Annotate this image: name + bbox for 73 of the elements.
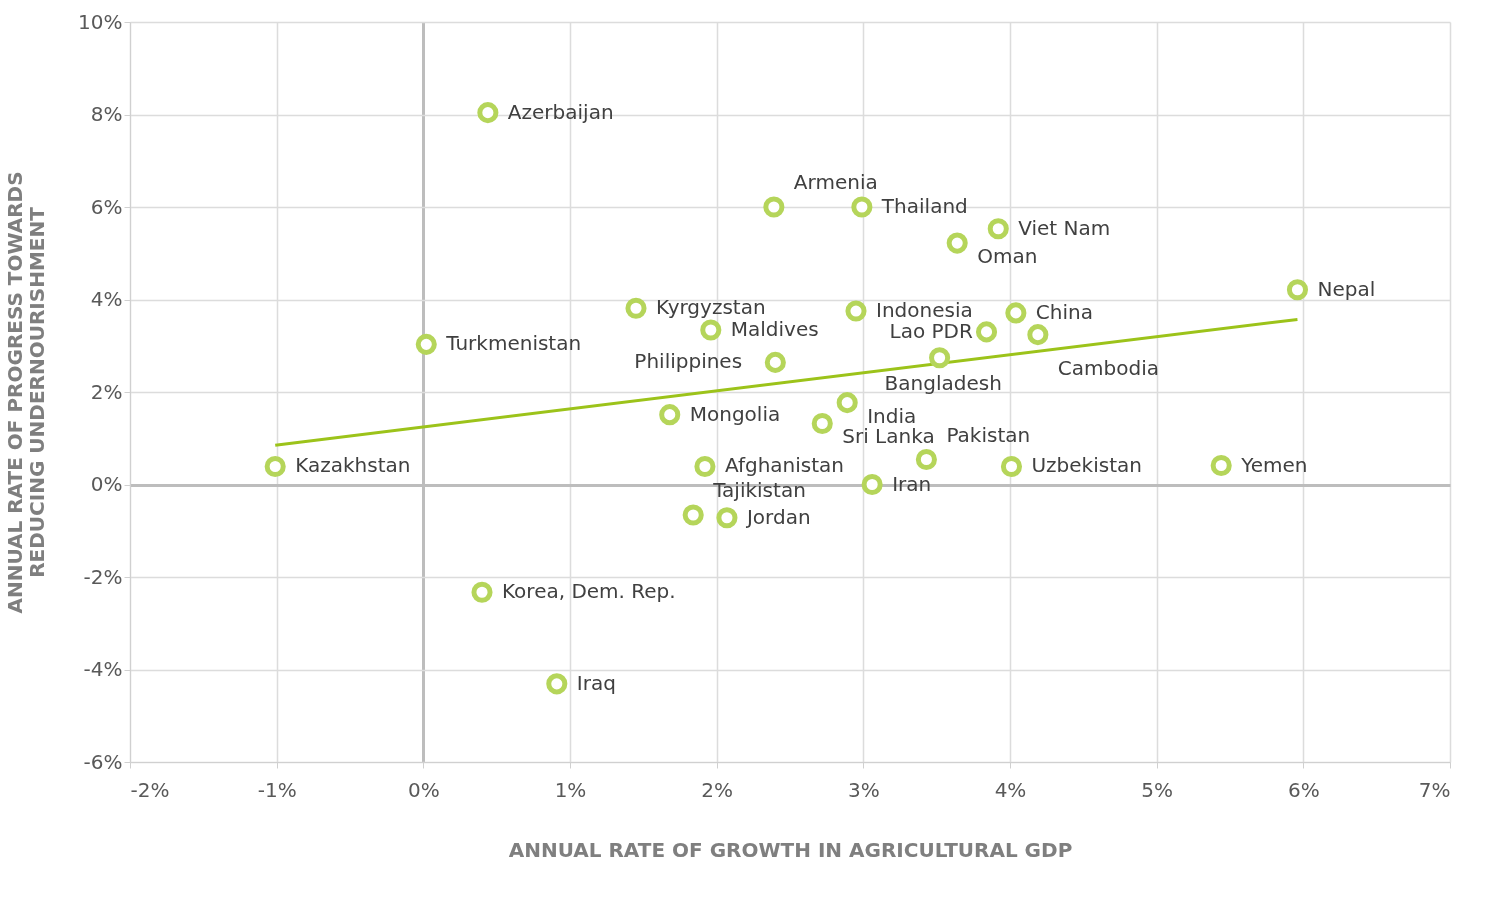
point: [987, 218, 1009, 240]
annotation: Maldives: [730, 317, 819, 342]
annotation: Kyrgyzstan: [656, 295, 766, 320]
annotation: Kazakhstan: [295, 453, 411, 478]
y-axis-title: ANNUAL RATE OF PROGRESS TOWARDS REDUCING UNDERNOURISHMENT: [3, 171, 50, 614]
y-tick-label: 10%: [78, 9, 123, 34]
x-tick-label: -2%: [130, 777, 170, 802]
point: [946, 232, 968, 254]
annotation: Korea, Dem. Rep.: [502, 579, 676, 604]
y-tick-label: -6%: [83, 749, 123, 774]
point: [763, 196, 785, 218]
point: [811, 412, 833, 434]
x-tick-label: 5%: [1141, 777, 1174, 802]
annotation: Tajikistan: [712, 478, 806, 503]
x-tick-label: -1%: [257, 777, 297, 802]
annotation: Turkmenistan: [445, 331, 582, 356]
point: [471, 581, 493, 603]
point: [1210, 454, 1232, 477]
point: [716, 507, 738, 529]
point: [845, 300, 867, 322]
annotation: Bangladesh: [884, 370, 1002, 395]
annotation: Jordan: [744, 504, 811, 529]
annotation: Armenia: [793, 170, 878, 194]
y-tick-label: 4%: [90, 287, 123, 311]
point: [700, 319, 722, 341]
annotation: Thailand: [880, 194, 968, 218]
x-tick-label: 3%: [847, 777, 880, 802]
x-tick-label: 2%: [701, 777, 734, 802]
point: [682, 504, 704, 526]
x-tick-label: 1%: [554, 777, 587, 802]
x-axis-title: ANNUAL RATE OF GROWTH IN AGRICULTURAL GDP: [508, 837, 1073, 862]
y-tick-label: -4%: [83, 657, 123, 681]
y-tick-label: 8%: [90, 102, 123, 126]
point: [851, 196, 873, 218]
point: [836, 392, 858, 414]
y-tick-label: 2%: [90, 379, 123, 404]
point: [1286, 279, 1309, 301]
annotation: Pakistan: [946, 422, 1031, 447]
x-tick-label: 7%: [1418, 777, 1451, 802]
annotation: Yemen: [1240, 452, 1308, 477]
annotation: Afghanistan: [724, 453, 844, 478]
point: [415, 333, 437, 355]
x-tick-label: 0%: [407, 777, 440, 802]
point: [659, 404, 681, 426]
point: [694, 455, 716, 478]
x-tick-label: 4%: [994, 777, 1027, 802]
annotation: Cambodia: [1057, 355, 1160, 380]
annotation: Iran: [892, 471, 932, 496]
annotation: Azerbaijan: [507, 99, 614, 124]
y-tick-label: 0%: [90, 472, 123, 496]
x-tick-label: 6%: [1287, 777, 1320, 802]
annotation: Mongolia: [689, 401, 781, 426]
annotation: Iraq: [576, 670, 616, 695]
point: [915, 448, 937, 471]
annotation: Viet Nam: [1018, 215, 1111, 240]
point: [264, 455, 286, 478]
point: [929, 347, 951, 369]
point: [1027, 324, 1049, 346]
y-tick-label: -2%: [83, 564, 123, 589]
annotation: Uzbekistan: [1031, 453, 1142, 478]
point: [625, 297, 647, 319]
point: [764, 351, 786, 373]
point: [546, 673, 568, 695]
point: [477, 102, 499, 124]
point: [861, 473, 883, 496]
point: [975, 321, 998, 343]
annotation: Oman: [977, 244, 1038, 269]
annotation: Philippines: [634, 349, 743, 374]
annotation: China: [1035, 299, 1094, 324]
annotation: Nepal: [1317, 276, 1376, 301]
point: [1000, 455, 1023, 478]
point: [1005, 302, 1027, 324]
y-tick-label: 6%: [90, 194, 123, 219]
